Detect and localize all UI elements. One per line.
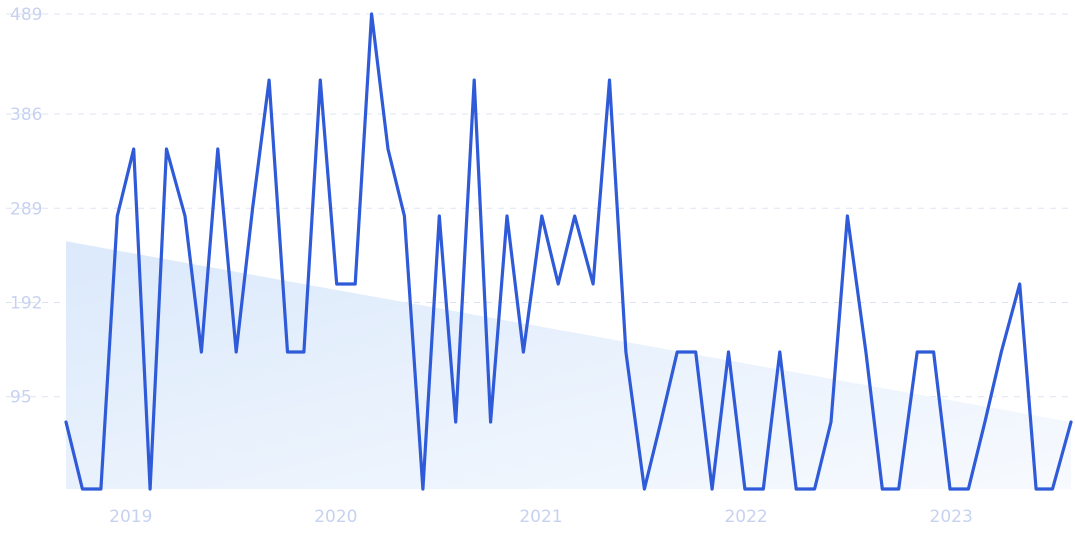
x-axis-ticks: 2019 2020 2021 2022 2023: [109, 507, 973, 527]
y-tick-label: 489: [10, 5, 42, 25]
series-line-group: [64, 12, 1073, 491]
y-tick-label: 192: [10, 293, 42, 313]
y-tick-label: 95: [10, 388, 32, 408]
x-tick-label: 2023: [930, 507, 973, 527]
x-tick-label: 2020: [314, 507, 357, 527]
x-tick-label: 2019: [109, 507, 152, 527]
series-line: [64, 12, 1073, 491]
y-axis-ticks: 95 192 289 386 489: [10, 5, 42, 408]
y-tick-label: 289: [10, 199, 42, 219]
x-tick-label: 2022: [724, 507, 767, 527]
y-tick-label: 386: [10, 105, 42, 125]
trend-area-fill: [66, 241, 1071, 489]
x-tick-label: 2021: [519, 507, 562, 527]
trend-area: [66, 241, 1071, 489]
